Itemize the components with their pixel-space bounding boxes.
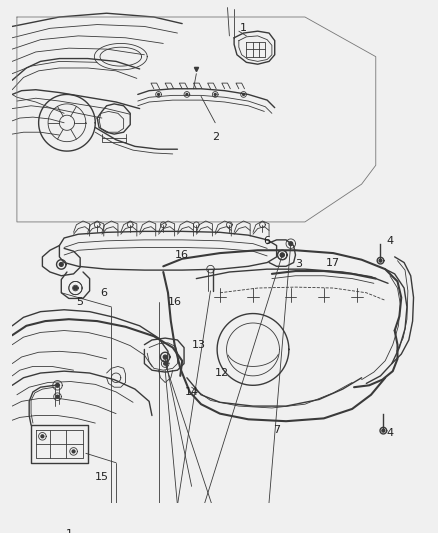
Text: 4: 4 bbox=[386, 236, 393, 246]
Text: 7: 7 bbox=[273, 425, 280, 435]
Text: 13: 13 bbox=[192, 340, 206, 350]
Polygon shape bbox=[163, 355, 167, 359]
Polygon shape bbox=[72, 450, 75, 453]
Polygon shape bbox=[289, 242, 293, 246]
Text: 6: 6 bbox=[100, 288, 107, 298]
Text: 1: 1 bbox=[65, 529, 72, 533]
Text: 17: 17 bbox=[326, 257, 340, 268]
Text: 15: 15 bbox=[95, 472, 109, 482]
Polygon shape bbox=[379, 259, 382, 262]
Text: 14: 14 bbox=[184, 387, 199, 397]
Text: 4: 4 bbox=[386, 427, 393, 438]
Polygon shape bbox=[74, 286, 78, 290]
Polygon shape bbox=[186, 93, 188, 95]
Polygon shape bbox=[158, 93, 159, 95]
Text: 3: 3 bbox=[295, 260, 302, 269]
Polygon shape bbox=[382, 429, 385, 432]
Polygon shape bbox=[56, 395, 59, 398]
Text: 12: 12 bbox=[215, 368, 229, 378]
Text: 2: 2 bbox=[212, 132, 219, 142]
Text: 6: 6 bbox=[264, 236, 271, 246]
Text: 16: 16 bbox=[175, 250, 189, 260]
Polygon shape bbox=[214, 93, 216, 95]
Polygon shape bbox=[60, 263, 63, 266]
Polygon shape bbox=[243, 93, 244, 95]
Polygon shape bbox=[41, 435, 44, 438]
Text: 5: 5 bbox=[77, 297, 84, 307]
Polygon shape bbox=[56, 383, 60, 387]
Text: 16: 16 bbox=[168, 297, 182, 307]
Polygon shape bbox=[280, 253, 284, 257]
Polygon shape bbox=[280, 253, 284, 257]
Text: 1: 1 bbox=[240, 23, 247, 34]
Polygon shape bbox=[164, 362, 166, 365]
